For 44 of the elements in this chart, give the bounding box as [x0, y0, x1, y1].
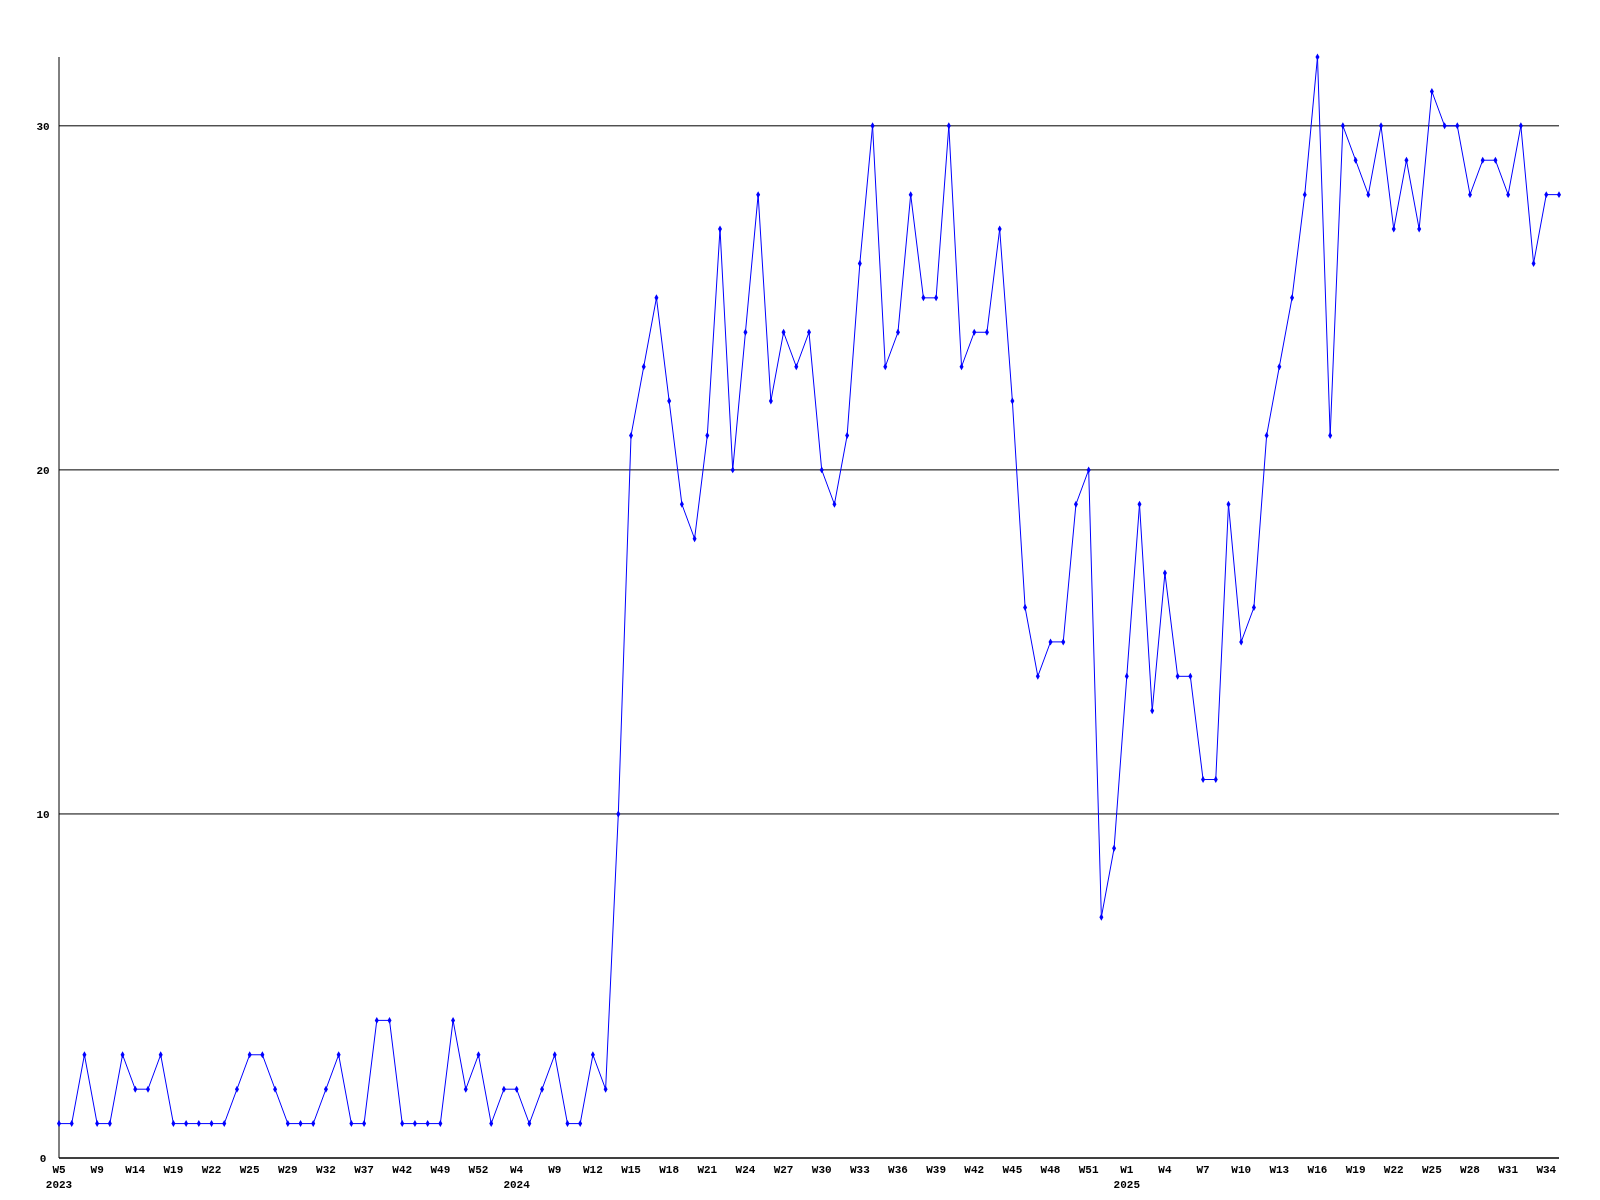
x-tick-label: W15 — [621, 1164, 642, 1176]
x-tick-label: W48 — [1040, 1164, 1061, 1176]
y-tick-label: 20 — [36, 464, 50, 477]
x-tick-label: W24 — [735, 1164, 756, 1176]
x-tick-label: W49 — [430, 1164, 451, 1176]
x-tick-label: W52 — [468, 1164, 489, 1176]
y-tick-label: 10 — [36, 808, 50, 821]
x-tick-label: W33 — [849, 1164, 871, 1176]
x-tick-label: W42 — [964, 1164, 985, 1176]
x-tick-label: W19 — [163, 1164, 184, 1176]
x-tick-label: W12 — [582, 1164, 603, 1176]
x-tick-label: W30 — [811, 1164, 832, 1176]
x-tick-label: W45 — [1002, 1164, 1023, 1176]
x-tick-label: W7 — [1196, 1164, 1210, 1176]
x-tick-label: W25 — [239, 1164, 260, 1176]
x-tick-label: W4 — [1158, 1164, 1172, 1176]
x-tick-label: W39 — [926, 1164, 947, 1176]
x-tick-label: W10 — [1231, 1164, 1252, 1176]
x-tick-label: W5 2023 — [45, 1164, 73, 1191]
x-tick-label: W4 2024 — [503, 1164, 531, 1191]
x-tick-label: W42 — [392, 1164, 413, 1176]
x-tick-label: W9 — [548, 1164, 562, 1176]
x-tick-label: W28 — [1460, 1164, 1481, 1176]
x-tick-label: W22 — [1383, 1164, 1404, 1176]
x-tick-label: W32 — [316, 1164, 336, 1176]
x-tick-label: W22 — [201, 1164, 222, 1176]
x-tick-label: W9 — [90, 1164, 104, 1176]
x-tick-label: W27 — [773, 1164, 794, 1176]
x-tick-label: W13 — [1269, 1164, 1290, 1176]
y-tick-label: 0 — [39, 1152, 47, 1165]
x-tick-label: W21 — [697, 1164, 718, 1176]
x-tick-label: W36 — [888, 1164, 908, 1176]
x-tick-label: W19 — [1345, 1164, 1366, 1176]
x-tick-label: W37 — [354, 1164, 374, 1176]
x-tick-label: W29 — [277, 1164, 298, 1176]
x-tick-label: W31 — [1498, 1164, 1519, 1176]
x-tick-label: W16 — [1307, 1164, 1328, 1176]
x-tick-label: W18 — [659, 1164, 680, 1176]
x-tick-label: W51 — [1078, 1164, 1099, 1176]
x-tick-label: W1 2025 — [1113, 1164, 1141, 1191]
x-tick-label: W25 — [1421, 1164, 1443, 1176]
y-tick-label: 30 — [36, 120, 50, 133]
x-tick-label: W14 — [125, 1164, 146, 1176]
x-tick-label: W34 — [1536, 1164, 1557, 1176]
